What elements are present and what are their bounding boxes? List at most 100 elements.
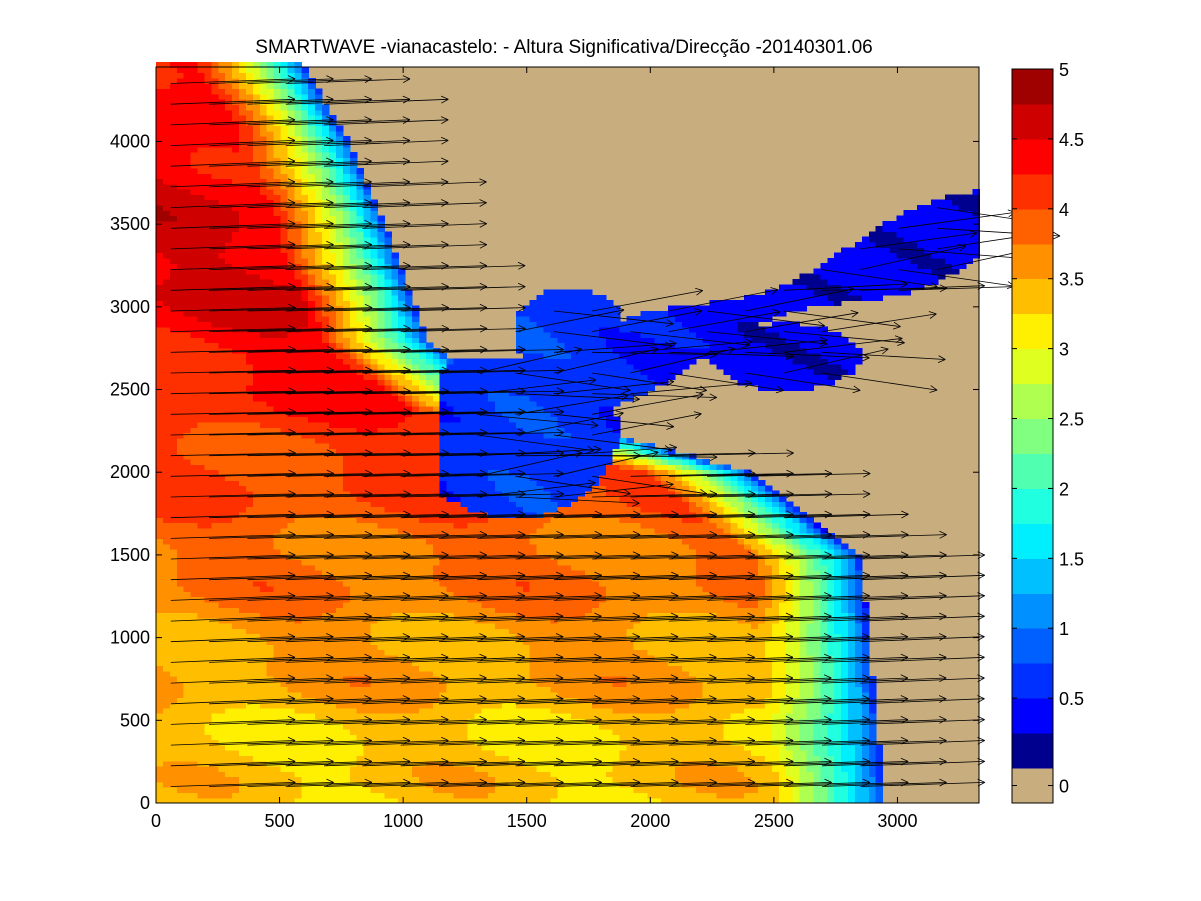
hs-cell	[363, 337, 372, 344]
hs-cell	[751, 337, 787, 344]
arrow-head	[709, 510, 717, 515]
hs-cell	[868, 713, 877, 719]
direction-arrow	[209, 615, 334, 622]
hs-cell	[418, 374, 427, 381]
hs-cell	[280, 178, 289, 185]
direction-arrow	[170, 244, 296, 250]
arrow-head	[441, 244, 449, 249]
hs-cell	[861, 623, 870, 629]
direction-arrow	[362, 761, 487, 767]
hs-cell	[156, 189, 192, 195]
hs-cell	[730, 506, 738, 513]
arrow-head	[771, 289, 779, 295]
hs-cell	[515, 702, 593, 709]
hs-cell	[176, 448, 337, 455]
hs-cell	[322, 210, 330, 217]
direction-arrow	[553, 554, 679, 560]
hs-cell	[868, 723, 877, 730]
arrow-head	[326, 199, 334, 204]
hs-cell	[370, 358, 379, 365]
hs-cell	[266, 670, 434, 677]
direction-arrow	[477, 615, 602, 622]
direction-arrow	[285, 181, 410, 188]
hs-cell	[405, 316, 413, 322]
arrow-head	[556, 534, 564, 539]
hs-cell	[370, 268, 379, 275]
hs-cell	[356, 252, 365, 259]
hs-cell	[329, 130, 337, 137]
direction-arrow	[400, 513, 526, 519]
arrow-head	[824, 736, 832, 741]
arrow-head	[700, 385, 707, 391]
hs-cell	[356, 204, 365, 211]
hs-cell	[349, 490, 441, 497]
hs-cell	[612, 776, 676, 783]
direction-arrow	[707, 698, 832, 705]
hs-cell	[322, 273, 337, 280]
hs-cell	[799, 586, 815, 592]
arrow-head	[824, 554, 832, 560]
arrow-head	[517, 282, 526, 287]
hs-cell	[398, 321, 406, 328]
arrow-head	[287, 653, 296, 658]
hs-cell	[529, 665, 683, 672]
hs-cell	[218, 252, 289, 259]
colorbar-swatch	[1012, 348, 1053, 385]
arrow-head	[824, 612, 832, 617]
hs-cell	[335, 167, 344, 174]
hs-cell	[239, 480, 344, 487]
arrow-head	[517, 633, 525, 638]
arrow-head	[969, 230, 977, 234]
arrow-head	[900, 653, 909, 658]
hs-cell	[273, 67, 282, 74]
direction-arrow	[592, 719, 717, 725]
hs-cell	[508, 628, 628, 635]
hs-cell	[308, 178, 316, 185]
direction-arrow	[783, 574, 909, 581]
hs-cell	[799, 543, 808, 550]
hs-cell	[834, 607, 842, 614]
hs-cell	[156, 294, 302, 301]
hs-cell	[259, 109, 268, 116]
hs-cell	[294, 194, 309, 201]
hs-cell	[730, 485, 738, 492]
hs-cell	[308, 83, 316, 90]
hs-cell	[363, 284, 372, 291]
arrow-head	[709, 397, 717, 402]
direction-arrow	[209, 574, 334, 581]
arrow-head	[709, 571, 717, 576]
arrow-head	[287, 571, 296, 576]
direction-arrow	[400, 595, 526, 601]
arrow-head	[900, 715, 909, 720]
hs-cell	[349, 252, 358, 259]
hs-cell	[280, 109, 289, 116]
hs-cell	[841, 363, 856, 370]
hs-cell	[418, 326, 427, 333]
hs-cell	[820, 628, 828, 635]
arrow-head	[402, 778, 411, 783]
hs-cell	[232, 72, 247, 79]
direction-arrow	[438, 574, 564, 581]
hs-cell	[349, 231, 365, 238]
arrow-head	[670, 715, 679, 720]
hs-cell	[287, 210, 295, 217]
hs-cell	[156, 268, 171, 275]
arrow-head	[288, 469, 296, 474]
hs-cell	[370, 247, 379, 254]
hs-cell	[771, 538, 787, 545]
hs-cell	[827, 538, 835, 545]
hs-cell	[211, 713, 316, 719]
arrow-head	[402, 571, 411, 576]
hs-cell	[162, 781, 240, 788]
hs-cell	[529, 586, 607, 592]
hs-cell	[308, 236, 323, 243]
hs-cell	[522, 347, 565, 354]
hs-cell	[308, 136, 316, 143]
hs-cell	[813, 369, 849, 375]
hs-cell	[529, 670, 690, 677]
hs-cell	[834, 580, 842, 587]
direction-arrow	[209, 411, 334, 415]
direction-arrow	[515, 513, 641, 519]
hs-cell	[661, 474, 676, 481]
hs-cell	[771, 506, 780, 513]
